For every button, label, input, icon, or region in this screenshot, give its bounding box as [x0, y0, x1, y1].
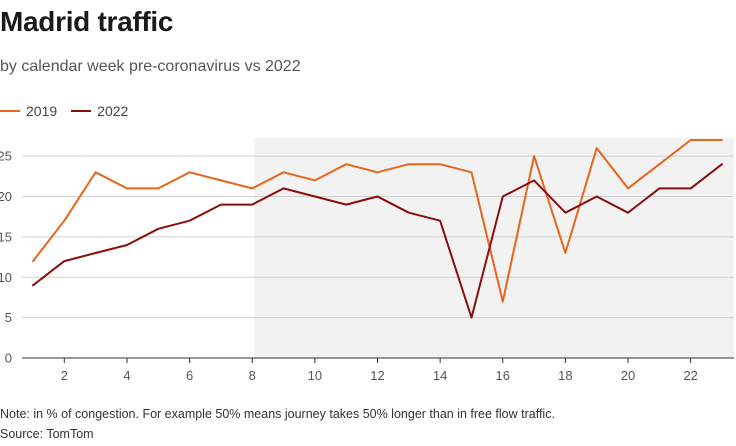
legend-swatch-2019	[0, 109, 20, 113]
x-tick-label-18: 18	[558, 368, 572, 383]
x-tick-label-12: 12	[370, 368, 384, 383]
y-tick-label-15: 15	[0, 229, 12, 244]
legend-label-2019: 2019	[26, 103, 58, 119]
legend-label-2022: 2022	[97, 103, 129, 119]
series-line-2022	[32, 163, 723, 319]
legend-item-2022: 2022	[71, 103, 128, 119]
chart-title: Madrid traffic	[0, 6, 174, 37]
y-tick-label-25: 25	[0, 149, 12, 164]
line-chart: 0 5 10 15 20 25 2 4 6 8 10 12 14 16 18 20 22	[0, 138, 734, 383]
x-tick-label-22: 22	[683, 368, 697, 383]
legend-swatch-2022	[71, 109, 92, 113]
legend-item-2019: 2019	[0, 103, 57, 119]
x-tick-label-20: 20	[621, 368, 635, 383]
y-tick-label-20: 20	[0, 189, 12, 204]
y-tick-label-0: 0	[5, 351, 12, 366]
x-tick-label-8: 8	[249, 368, 256, 383]
legend: 2019 2022	[0, 103, 142, 119]
x-tick-label-2: 2	[61, 368, 68, 383]
series-line-2019	[32, 139, 723, 303]
x-tick-label-4: 4	[123, 368, 130, 383]
chart-subtitle: by calendar week pre-coronavirus vs 2022	[0, 58, 301, 75]
x-tick-label-10: 10	[308, 368, 322, 383]
y-tick-label-5: 5	[5, 310, 12, 325]
y-tick-label-10: 10	[0, 270, 12, 285]
x-tick-label-14: 14	[433, 368, 447, 383]
x-tick-label-16: 16	[496, 368, 510, 383]
shaded-region	[254, 138, 734, 358]
footnote: Note: in % of congestion. For example 50…	[0, 407, 555, 421]
x-tick-label-6: 6	[186, 368, 193, 383]
source-credit: Source: TomTom	[0, 427, 94, 441]
